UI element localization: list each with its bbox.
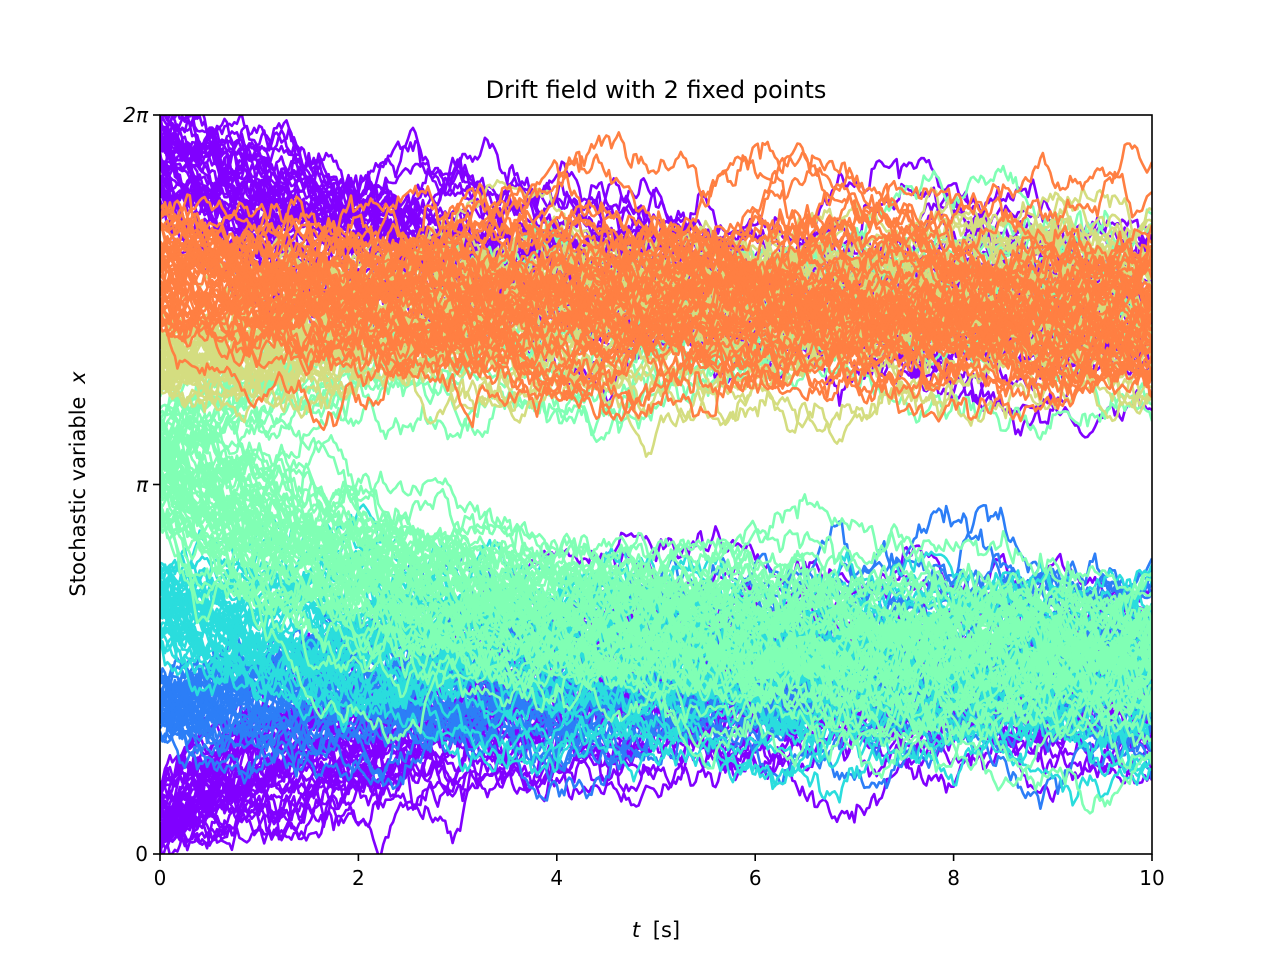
x-axis-label-unit: [s] bbox=[653, 918, 680, 942]
y-axis-label-var: x bbox=[66, 371, 90, 385]
trajectory-line bbox=[160, 220, 1152, 399]
x-tick-label: 10 bbox=[1139, 866, 1164, 890]
trajectory-line bbox=[160, 515, 1152, 763]
trajectory-line bbox=[160, 219, 1152, 367]
trajectory-line bbox=[160, 244, 1152, 344]
y-axis-label-text: Stochastic variable bbox=[66, 397, 90, 597]
series-layer bbox=[160, 115, 1152, 854]
x-tick-label: 0 bbox=[154, 866, 167, 890]
y-tick-label: 2π bbox=[123, 103, 149, 127]
y-tick-label: 0 bbox=[135, 842, 148, 866]
trajectory-line bbox=[160, 424, 1152, 691]
chart-title: Drift field with 2 fixed points bbox=[486, 76, 827, 104]
trajectory-line bbox=[160, 416, 1152, 679]
y-axis: 0 π 2π bbox=[123, 103, 160, 866]
x-axis-label-var: t bbox=[632, 918, 641, 942]
trajectory-line bbox=[160, 210, 1152, 359]
y-axis-label: Stochastic variable x bbox=[66, 371, 90, 597]
x-axis: 0 2 4 6 8 10 bbox=[154, 854, 1165, 890]
trajectory-line bbox=[160, 276, 1152, 423]
x-tick-label: 8 bbox=[947, 866, 960, 890]
trajectory-line bbox=[160, 184, 1152, 299]
trajectory-line bbox=[160, 240, 1152, 431]
trajectory-line bbox=[160, 519, 1152, 773]
trajectory-line bbox=[160, 209, 1152, 388]
trajectory-line bbox=[160, 182, 1152, 367]
y-tick-label: π bbox=[136, 472, 149, 496]
trajectory-line bbox=[160, 478, 1152, 641]
trajectory-line bbox=[160, 170, 1152, 403]
trajectory-line bbox=[160, 418, 1152, 671]
x-tick-label: 2 bbox=[352, 866, 365, 890]
x-tick-label: 6 bbox=[749, 866, 762, 890]
x-tick-label: 4 bbox=[550, 866, 563, 890]
x-axis-label: t [s] bbox=[632, 918, 680, 942]
trajectory-line bbox=[160, 448, 1152, 748]
